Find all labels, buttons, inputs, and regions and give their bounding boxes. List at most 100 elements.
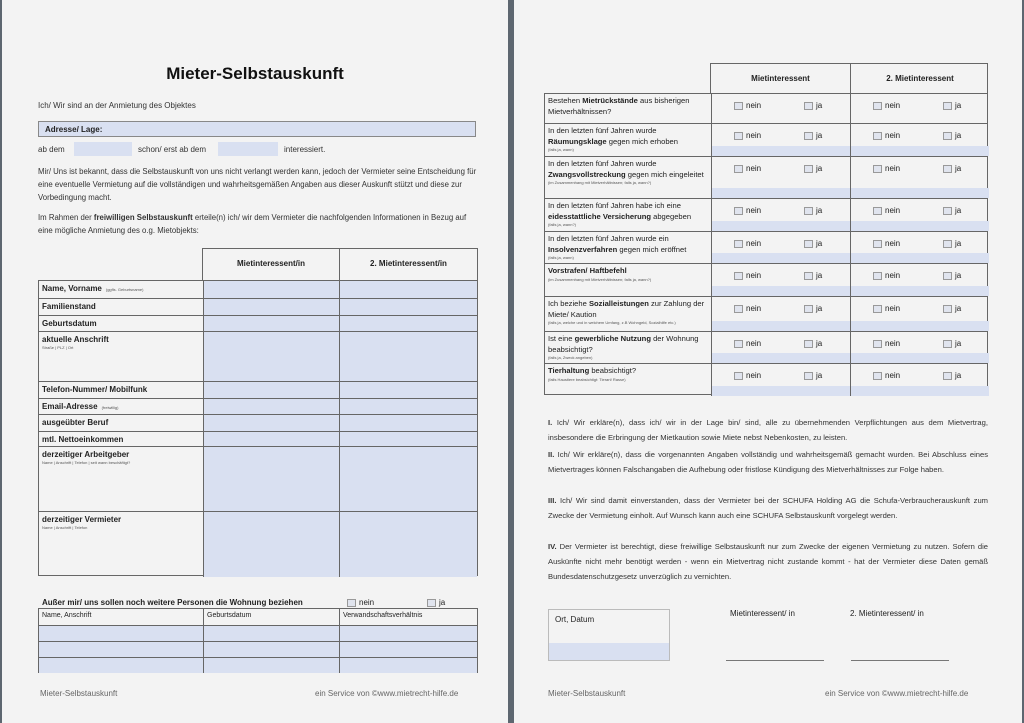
checkbox[interactable] — [734, 339, 743, 348]
applicant-1-input[interactable] — [203, 415, 339, 431]
no-option[interactable]: nein — [873, 131, 900, 140]
others-input[interactable] — [339, 642, 477, 657]
checkbox[interactable] — [804, 339, 813, 348]
applicant-2-input[interactable] — [339, 432, 477, 446]
no-option[interactable]: nein — [873, 206, 900, 215]
checkbox[interactable] — [804, 304, 813, 313]
checkbox[interactable] — [943, 164, 952, 173]
signature-line-1[interactable] — [726, 660, 824, 661]
others-input[interactable] — [39, 642, 203, 657]
checkbox[interactable] — [943, 304, 952, 313]
checkbox[interactable] — [873, 101, 882, 110]
checkbox[interactable] — [427, 598, 436, 607]
applicant-1-input[interactable] — [203, 432, 339, 446]
yes-option[interactable]: ja — [943, 304, 961, 313]
checkbox[interactable] — [873, 371, 882, 380]
yes-option[interactable]: ja — [943, 131, 961, 140]
checkbox[interactable] — [804, 371, 813, 380]
no-option[interactable]: nein — [873, 164, 900, 173]
others-input[interactable] — [39, 626, 203, 641]
applicant-2-input[interactable] — [339, 332, 477, 381]
checkbox[interactable] — [943, 371, 952, 380]
applicant-1-input[interactable] — [203, 281, 339, 298]
others-no-option[interactable]: nein — [347, 598, 374, 607]
applicant-2-input[interactable] — [339, 447, 477, 511]
checkbox[interactable] — [943, 239, 952, 248]
checkbox[interactable] — [734, 164, 743, 173]
no-option[interactable]: nein — [734, 131, 761, 140]
applicant-1-input[interactable] — [203, 316, 339, 331]
applicant-1-input[interactable] — [203, 447, 339, 511]
checkbox[interactable] — [943, 339, 952, 348]
no-option[interactable]: nein — [873, 239, 900, 248]
yes-option[interactable]: ja — [943, 371, 961, 380]
applicant-2-input[interactable] — [339, 399, 477, 414]
checkbox[interactable] — [734, 371, 743, 380]
checkbox[interactable] — [943, 206, 952, 215]
no-option[interactable]: nein — [873, 371, 900, 380]
yes-option[interactable]: ja — [804, 164, 822, 173]
yes-option[interactable]: ja — [804, 206, 822, 215]
yes-option[interactable]: ja — [804, 239, 822, 248]
details-input[interactable] — [712, 188, 850, 198]
alt-date-field[interactable] — [218, 142, 278, 156]
yes-option[interactable]: ja — [943, 206, 961, 215]
checkbox[interactable] — [873, 271, 882, 280]
checkbox[interactable] — [734, 304, 743, 313]
applicant-2-input[interactable] — [339, 415, 477, 431]
others-input[interactable] — [203, 626, 339, 641]
details-input[interactable] — [712, 353, 850, 363]
checkbox[interactable] — [804, 271, 813, 280]
details-input[interactable] — [851, 321, 989, 331]
applicant-2-input[interactable] — [339, 512, 477, 577]
details-input[interactable] — [851, 221, 989, 231]
details-input[interactable] — [712, 321, 850, 331]
checkbox[interactable] — [734, 271, 743, 280]
details-input[interactable] — [851, 353, 989, 363]
checkbox[interactable] — [734, 131, 743, 140]
no-option[interactable]: nein — [734, 304, 761, 313]
checkbox[interactable] — [734, 206, 743, 215]
others-input[interactable] — [203, 642, 339, 657]
applicant-1-input[interactable] — [203, 512, 339, 577]
yes-option[interactable]: ja — [804, 101, 822, 110]
yes-option[interactable]: ja — [943, 101, 961, 110]
address-field[interactable]: Adresse/ Lage: — [38, 121, 476, 137]
details-input[interactable] — [851, 386, 989, 396]
checkbox[interactable] — [347, 598, 356, 607]
checkbox[interactable] — [804, 131, 813, 140]
yes-option[interactable]: ja — [943, 164, 961, 173]
applicant-1-input[interactable] — [203, 332, 339, 381]
details-input[interactable] — [851, 146, 989, 156]
details-input[interactable] — [851, 286, 989, 296]
no-option[interactable]: nein — [873, 339, 900, 348]
no-option[interactable]: nein — [873, 304, 900, 313]
yes-option[interactable]: ja — [804, 304, 822, 313]
no-option[interactable]: nein — [873, 101, 900, 110]
others-input[interactable] — [339, 658, 477, 673]
no-option[interactable]: nein — [734, 271, 761, 280]
yes-option[interactable]: ja — [804, 371, 822, 380]
signature-line-2[interactable] — [851, 660, 949, 661]
checkbox[interactable] — [804, 206, 813, 215]
place-date-input[interactable] — [549, 643, 669, 660]
place-date-field[interactable]: Ort, Datum — [548, 609, 670, 661]
others-input[interactable] — [203, 658, 339, 673]
others-input[interactable] — [39, 658, 203, 673]
no-option[interactable]: nein — [734, 371, 761, 380]
yes-option[interactable]: ja — [804, 131, 822, 140]
no-option[interactable]: nein — [873, 271, 900, 280]
yes-option[interactable]: ja — [804, 271, 822, 280]
checkbox[interactable] — [873, 164, 882, 173]
checkbox[interactable] — [873, 304, 882, 313]
checkbox[interactable] — [873, 131, 882, 140]
details-input[interactable] — [851, 253, 989, 263]
checkbox[interactable] — [804, 164, 813, 173]
yes-option[interactable]: ja — [943, 339, 961, 348]
yes-option[interactable]: ja — [943, 239, 961, 248]
details-input[interactable] — [712, 286, 850, 296]
checkbox[interactable] — [873, 206, 882, 215]
applicant-2-input[interactable] — [339, 316, 477, 331]
checkbox[interactable] — [804, 101, 813, 110]
checkbox[interactable] — [734, 239, 743, 248]
